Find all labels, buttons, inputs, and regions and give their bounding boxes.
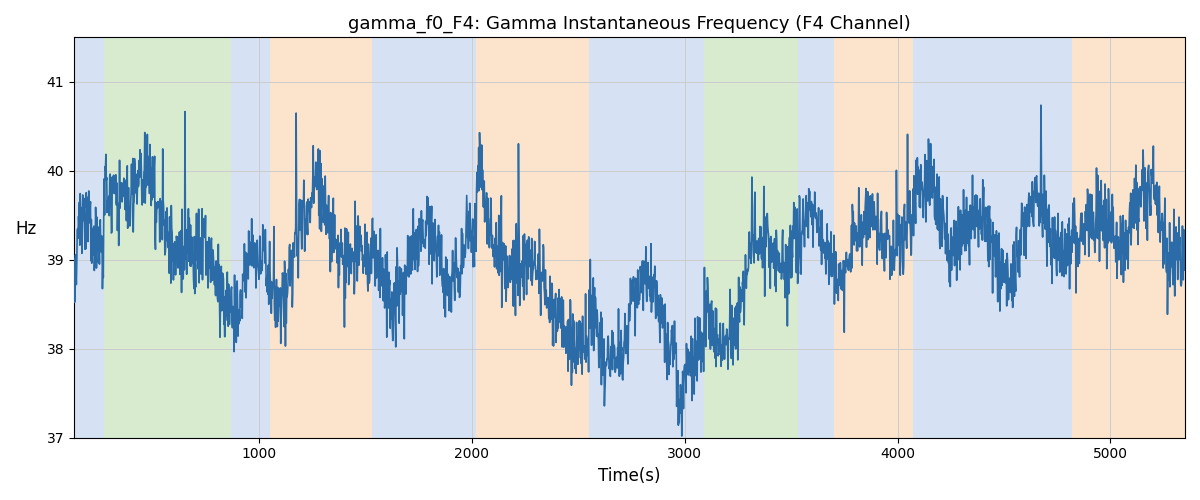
Bar (232, 38, 270, 438)
Bar (834, 38, 912, 438)
X-axis label: Time(s): Time(s) (598, 467, 661, 485)
Bar (589, 38, 677, 438)
Title: gamma_f0_F4: Gamma Instantaneous Frequency (F4 Channel): gamma_f0_F4: Gamma Instantaneous Frequen… (348, 15, 911, 34)
Bar (912, 38, 1040, 438)
Bar (74, 38, 103, 438)
Bar (798, 38, 834, 438)
Bar (372, 38, 476, 438)
Bar (677, 38, 704, 438)
Bar (270, 38, 372, 438)
Bar (103, 38, 232, 438)
Bar (476, 38, 589, 438)
Y-axis label: Hz: Hz (14, 220, 36, 238)
Bar (1072, 38, 1184, 438)
Bar (704, 38, 798, 438)
Bar (1040, 38, 1072, 438)
